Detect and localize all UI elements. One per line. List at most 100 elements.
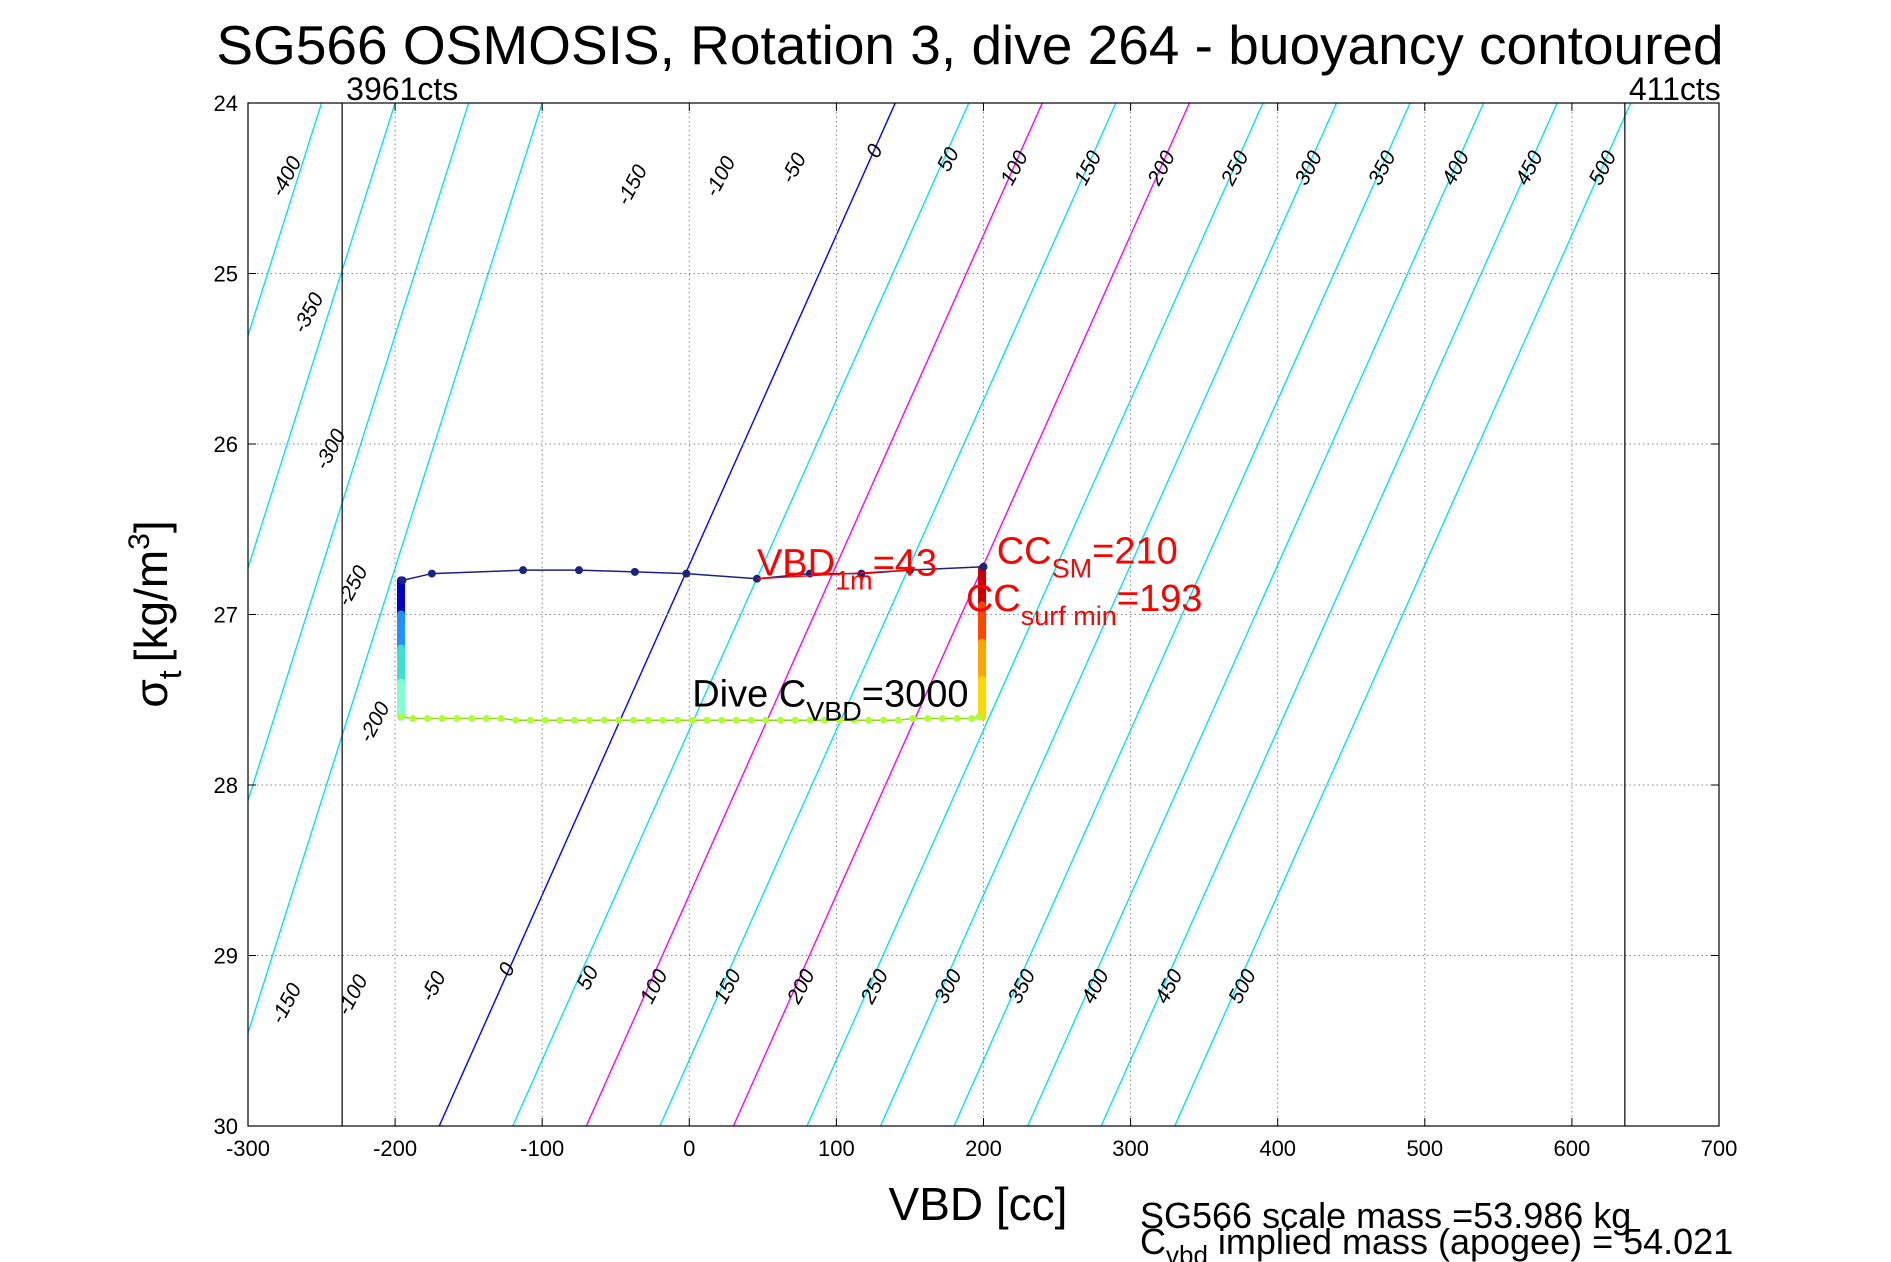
contour-label-7: -50 <box>416 967 451 1005</box>
series-1-point-29 <box>821 716 829 724</box>
series-0-point-8 <box>857 569 866 578</box>
series-1-point-18 <box>659 716 667 724</box>
contour-label-2: -300 <box>311 425 351 473</box>
series-1-point-23 <box>732 716 740 724</box>
series-1-point-11 <box>556 716 564 724</box>
chart-title: SG566 OSMOSIS, Rotation 3, dive 264 - bu… <box>216 14 1723 76</box>
series-1-point-25 <box>762 716 770 724</box>
series-1-point-1 <box>409 715 417 723</box>
series-1-point-33 <box>879 716 887 724</box>
contour-label-20: -100 <box>700 152 740 200</box>
y-axis-label: σt [kg/m3] <box>123 520 188 707</box>
series-1-point-39 <box>968 715 976 723</box>
series-1-point-31 <box>850 716 858 724</box>
series-1-point-35 <box>909 715 917 723</box>
series-1-point-40 <box>975 713 983 721</box>
series-0-point-10 <box>979 562 988 571</box>
series-1-point-12 <box>571 716 579 724</box>
series-1-point-19 <box>674 716 682 724</box>
x-tick-label: 300 <box>1112 1136 1149 1161</box>
series-1-point-37 <box>938 715 946 723</box>
series-1-point-5 <box>468 715 476 723</box>
contour-label-26: 200 <box>1143 147 1180 190</box>
series-1-point-21 <box>703 716 711 724</box>
svg-text:σt[kg/m3]: σt [kg/m3] <box>123 520 188 707</box>
series-0-point-3 <box>574 566 583 575</box>
series-1-point-34 <box>894 716 902 724</box>
series-1-point-24 <box>747 716 755 724</box>
series-1-point-17 <box>644 716 652 724</box>
contour-350 <box>953 103 1411 1126</box>
marker-label-0: 3961cts <box>346 71 458 107</box>
marker-label-1: 411cts <box>1629 71 1721 107</box>
series-1-point-36 <box>924 715 932 723</box>
x-tick-label: 400 <box>1259 1136 1296 1161</box>
y-tick-label: 30 <box>214 1114 238 1139</box>
x-tick-label: 500 <box>1406 1136 1443 1161</box>
series-1-point-30 <box>835 716 843 724</box>
series-0-point-0 <box>398 576 407 585</box>
contour-label-24: 100 <box>996 147 1033 189</box>
contour-label-3: -250 <box>333 562 373 610</box>
annotation-3: Dive CVBD=3000 <box>692 674 968 727</box>
annotation-0: VBD1m=43 <box>757 542 937 595</box>
contour-label-30: 400 <box>1437 147 1474 189</box>
series-1-point-10 <box>541 716 549 724</box>
x-tick-label: -200 <box>373 1136 417 1161</box>
y-tick-label: 25 <box>214 262 238 287</box>
series-1-point-13 <box>585 716 593 724</box>
footer-c: C <box>1140 1221 1166 1262</box>
series-1-point-20 <box>688 716 696 724</box>
footer-scale-mass: SG566 scale mass =53.986 kg <box>1140 1195 1631 1236</box>
y-tick-label: 24 <box>214 91 238 116</box>
y-tick-label: 27 <box>214 603 238 628</box>
contour--150 <box>248 103 396 571</box>
contour--50 <box>248 103 543 1036</box>
footer-vbd-sub: vbd <box>1166 1240 1208 1262</box>
series-1-point-3 <box>438 715 446 723</box>
series-1-point-2 <box>423 715 431 723</box>
y-tick-label: 28 <box>214 773 238 798</box>
series-1-point-22 <box>718 716 726 724</box>
contour--400 <box>0 103 27 1126</box>
plot-frame <box>247 102 1720 1127</box>
series-1-point-27 <box>791 716 799 724</box>
y-tick-label: 29 <box>214 944 238 969</box>
contour--250 <box>248 103 249 106</box>
contour-label-4: -200 <box>355 698 395 746</box>
series-0-point-5 <box>682 569 691 578</box>
footer-implied-mass: Cvbd implied mass (apogee) = 54.021 <box>1140 1221 1733 1262</box>
y-tick-label: 26 <box>214 432 238 457</box>
x-axis-label: VBD [cc] <box>889 1178 1068 1230</box>
x-tick-label: 200 <box>965 1136 1002 1161</box>
contour-label-28: 300 <box>1290 147 1327 189</box>
series-1-point-28 <box>806 716 814 724</box>
series-1-point-7 <box>497 715 505 723</box>
series-1-point-14 <box>600 716 608 724</box>
x-tick-label: 100 <box>818 1136 855 1161</box>
contour-label-9: 50 <box>572 962 603 994</box>
x-tick-label: 0 <box>683 1136 695 1161</box>
y-label-unit: [kg/m <box>125 550 177 662</box>
contour-label-19: -150 <box>612 161 652 209</box>
y-label-sup: 3 <box>123 533 156 550</box>
contour-label-31: 450 <box>1511 147 1548 189</box>
contour-label-21: -50 <box>777 149 812 187</box>
series-0-point-4 <box>630 567 639 576</box>
series-1-point-26 <box>777 716 785 724</box>
data-series <box>396 562 988 724</box>
contour-label-22: 0 <box>862 140 888 161</box>
series-1-point-4 <box>453 715 461 723</box>
contour-label-25: 150 <box>1070 147 1107 189</box>
annotation-2: CCsurf min=193 <box>966 578 1203 631</box>
series-1-point-6 <box>482 715 490 723</box>
contour--350 <box>0 103 101 1126</box>
series-1-point-32 <box>865 716 873 724</box>
contour-label-5: -150 <box>266 979 306 1027</box>
contour-label-27: 250 <box>1216 147 1253 190</box>
contour-label-0: -400 <box>266 152 306 200</box>
series-1-point-8 <box>512 716 520 724</box>
